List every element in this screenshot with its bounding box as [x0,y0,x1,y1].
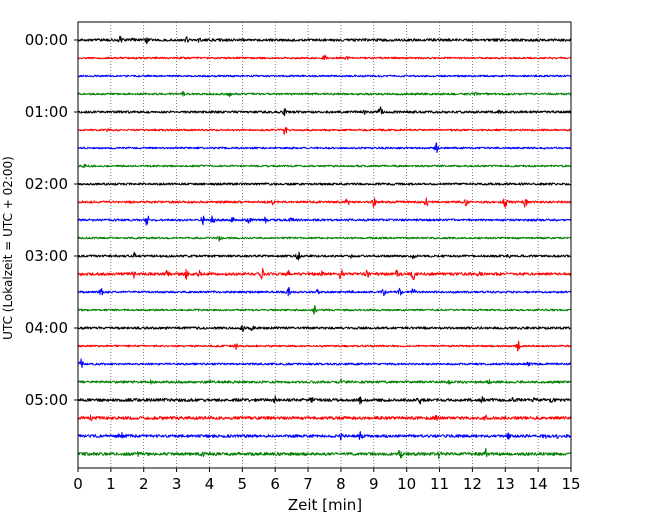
trace-line [77,235,572,242]
trace-line [77,182,572,186]
x-tick-label: 2 [139,475,149,493]
trace-line [77,215,572,226]
x-tick-label: 5 [238,475,248,493]
x-tick-label: 14 [529,475,548,493]
plot-frame [77,21,572,469]
x-axis: 0 1 2 3 4 5 6 7 8 9 10 11 12 13 14 15 [73,468,581,493]
trace-line [77,267,572,281]
trace-layer [77,35,572,460]
x-tick-label: 15 [561,475,580,493]
trace-line [77,106,572,117]
trace-line [77,163,572,168]
x-tick-label: 3 [172,475,182,493]
trace-line [77,395,572,405]
trace-line [77,287,572,297]
trace-line [77,324,572,332]
x-tick-label: 13 [496,475,515,493]
x-tick-label: 11 [430,475,449,493]
y-axis: 00:00 01:00 02:00 03:00 04:00 05:00 [25,31,78,409]
y-tick-label: 01:00 [25,103,68,121]
y-tick-label: 05:00 [25,391,68,409]
trace-line [77,74,572,78]
trace-line [77,431,572,441]
trace-line [77,35,572,44]
trace-line [77,414,572,422]
trace-line [77,358,572,369]
x-tick-label: 1 [106,475,116,493]
x-tick-label: 8 [336,475,346,493]
x-tick-label: 4 [205,475,215,493]
trace-line [77,142,572,154]
y-tick-label: 00:00 [25,31,68,49]
trace-line [77,91,572,98]
trace-line [77,197,572,208]
trace-line [77,447,572,460]
y-tick-label: 04:00 [25,319,68,337]
x-tick-label: 9 [369,475,379,493]
trace-line [77,305,572,315]
y-axis-label: UTC (Lokalzeit = UTC + 02:00) [1,156,15,340]
x-tick-label: 10 [397,475,416,493]
x-axis-label: Zeit [min] [288,496,362,514]
x-tick-label: 12 [463,475,482,493]
grid-lines [110,22,539,468]
x-tick-label: 7 [303,475,313,493]
trace-line [77,378,572,385]
x-tick-label: 6 [270,475,280,493]
trace-line [77,251,572,261]
y-tick-label: 02:00 [25,175,68,193]
x-tick-label: 0 [73,475,83,493]
trace-line [77,340,572,352]
y-tick-label: 03:00 [25,247,68,265]
trace-line [77,126,572,136]
trace-line [77,54,572,60]
